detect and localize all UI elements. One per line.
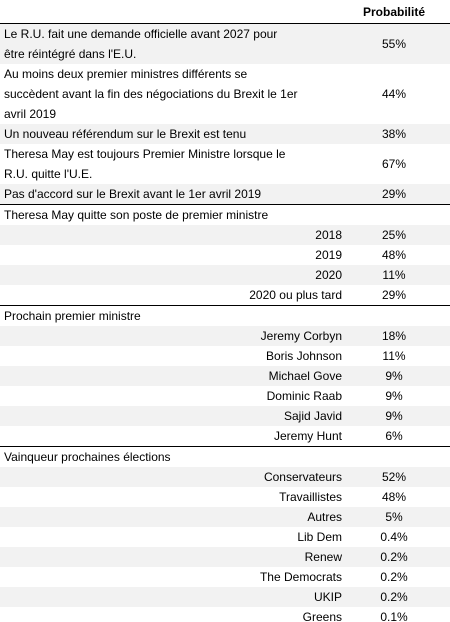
table-row: 2020 11% <box>0 265 450 285</box>
item-label: Dominic Raab <box>266 389 342 403</box>
probability: 25% <box>381 228 407 242</box>
row-label: Un nouveau référendum sur le Brexit est … <box>0 124 348 144</box>
row-label: Au moins deux premier ministres différen… <box>0 64 348 124</box>
item-label: Lib Dem <box>297 530 342 544</box>
probability: 29% <box>381 187 407 201</box>
table-row: 2020 ou plus tard 29% <box>0 285 450 305</box>
probability: 18% <box>381 329 407 343</box>
label-line: Au moins deux premier ministres différen… <box>4 67 248 81</box>
label-line: succèdent avant la fin des négociations … <box>4 87 298 101</box>
item-label: Michael Gove <box>268 369 342 383</box>
table-row: Jeremy Hunt 6% <box>0 426 450 446</box>
section-row: Vainqueur prochaines élections <box>0 446 450 467</box>
table-row: Theresa May est toujours Premier Ministr… <box>0 144 450 184</box>
item-label: Autres <box>307 510 342 524</box>
probability: 9% <box>385 409 403 423</box>
label-line: Pas d'accord sur le Brexit avant le 1er … <box>4 187 262 201</box>
probability: 48% <box>381 490 407 504</box>
section-row: Theresa May quitte son poste de premier … <box>0 204 450 225</box>
table-row: Jeremy Corbyn 18% <box>0 326 450 346</box>
probability: 0.1% <box>380 610 408 622</box>
section-blank <box>348 447 450 467</box>
probability: 44% <box>381 87 407 101</box>
item-label: The Democrats <box>259 570 342 584</box>
table-row: Un nouveau référendum sur le Brexit est … <box>0 124 450 144</box>
row-label: Theresa May est toujours Premier Ministr… <box>0 144 348 184</box>
table-row: The Democrats 0.2% <box>0 567 450 587</box>
probability: 11% <box>382 268 406 282</box>
table-row: UKIP 0.2% <box>0 587 450 607</box>
item-label: Conservateurs <box>263 470 342 484</box>
probability: 67% <box>381 157 407 171</box>
table-row: Pas d'accord sur le Brexit avant le 1er … <box>0 184 450 204</box>
item-label: 2020 <box>315 268 342 282</box>
item-label: Jeremy Corbyn <box>260 329 342 343</box>
probability: 0.2% <box>380 590 408 604</box>
probability: 48% <box>381 248 407 262</box>
probability: 0.4% <box>380 530 408 544</box>
probability: 0.2% <box>380 550 408 564</box>
table-row: Greens 0.1% <box>0 607 450 622</box>
row-label: Le R.U. fait une demande officielle avan… <box>0 24 348 64</box>
header-cell: Probabilité <box>362 4 425 19</box>
table-row: Au moins deux premier ministres différen… <box>0 64 450 124</box>
header-blank <box>0 0 348 23</box>
probability: 38% <box>381 127 407 141</box>
section-blank <box>348 205 450 225</box>
item-label: UKIP <box>313 590 342 604</box>
table-row: 2018 25% <box>0 225 450 245</box>
item-label: Greens <box>302 610 342 622</box>
table-row: Renew 0.2% <box>0 547 450 567</box>
section-title: Prochain premier ministre <box>4 309 141 323</box>
section-title: Theresa May quitte son poste de premier … <box>4 208 269 222</box>
label-line: Un nouveau référendum sur le Brexit est … <box>4 127 247 141</box>
table-row: Dominic Raab 9% <box>0 386 450 406</box>
probability: 29% <box>381 288 407 302</box>
probability: 11% <box>382 349 406 363</box>
table-row: Conservateurs 52% <box>0 467 450 487</box>
section-blank <box>348 306 450 326</box>
label-line: R.U. quitte l'U.E. <box>4 167 93 181</box>
table-row: Lib Dem 0.4% <box>0 527 450 547</box>
probability: 55% <box>381 37 407 51</box>
item-label: Jeremy Hunt <box>273 429 342 443</box>
label-line: Theresa May est toujours Premier Ministr… <box>4 147 286 161</box>
probability: 6% <box>385 429 403 443</box>
table-row: 2019 48% <box>0 245 450 265</box>
item-label: Sajid Javid <box>283 409 342 423</box>
item-label: Travaillistes <box>279 490 342 504</box>
section-row: Prochain premier ministre <box>0 305 450 326</box>
table-row: Michael Gove 9% <box>0 366 450 386</box>
probability: 9% <box>385 389 403 403</box>
table-row: Autres 5% <box>0 507 450 527</box>
label-line: Le R.U. fait une demande officielle avan… <box>4 27 278 41</box>
item-label: Renew <box>304 550 342 564</box>
label-line: avril 2019 <box>4 107 57 121</box>
row-label: Pas d'accord sur le Brexit avant le 1er … <box>0 184 348 204</box>
item-label: Boris Johnson <box>265 349 342 363</box>
section-title: Vainqueur prochaines élections <box>4 450 171 464</box>
table-row: Boris Johnson 11% <box>0 346 450 366</box>
probability: 9% <box>385 369 403 383</box>
probability: 5% <box>385 510 403 524</box>
header-row: Probabilité <box>0 0 450 24</box>
table-row: Sajid Javid 9% <box>0 406 450 426</box>
item-label: 2019 <box>315 248 342 262</box>
item-label: 2018 <box>315 228 342 242</box>
probability: 0.2% <box>380 570 408 584</box>
table-row: Travaillistes 48% <box>0 487 450 507</box>
table-row: Le R.U. fait une demande officielle avan… <box>0 24 450 64</box>
item-label: 2020 ou plus tard <box>249 288 342 302</box>
label-line: être réintégré dans l'E.U. <box>4 47 137 61</box>
probability: 52% <box>381 470 407 484</box>
